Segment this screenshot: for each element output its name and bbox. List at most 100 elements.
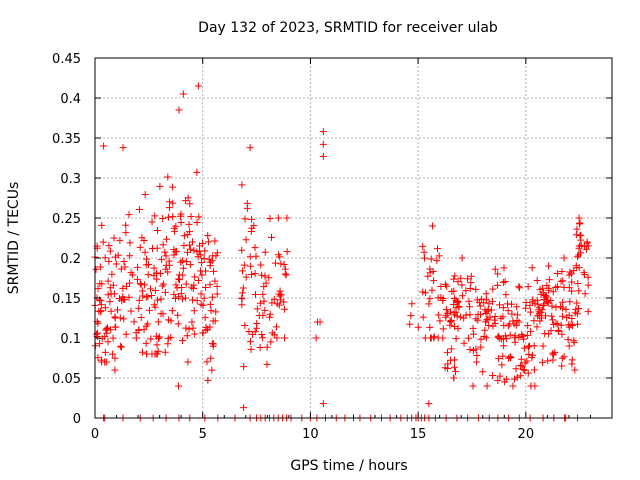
data-point (92, 265, 100, 273)
data-point (104, 277, 112, 285)
data-point (433, 257, 441, 265)
data-point (134, 263, 142, 271)
data-point (540, 301, 548, 309)
data-point (447, 345, 455, 353)
data-point (120, 258, 128, 266)
data-point (283, 214, 291, 222)
data-point (316, 318, 324, 326)
data-point (573, 225, 581, 233)
data-point (577, 249, 585, 257)
data-point (186, 200, 194, 208)
data-point (559, 298, 567, 306)
data-point (200, 294, 208, 302)
data-point (499, 352, 507, 360)
data-point (454, 298, 462, 305)
data-point (519, 366, 527, 374)
data-point (190, 281, 198, 289)
data-point (484, 315, 492, 323)
data-point (430, 333, 438, 341)
data-point (210, 267, 218, 275)
data-point (584, 273, 592, 281)
data-point (111, 354, 119, 362)
data-point (472, 345, 480, 353)
data-point (535, 311, 543, 319)
data-point (281, 334, 289, 342)
data-point (511, 375, 519, 383)
data-point (498, 361, 506, 369)
data-point (110, 290, 118, 298)
data-point (280, 305, 288, 313)
data-point (494, 333, 502, 341)
data-point (121, 296, 129, 304)
data-point (159, 241, 167, 249)
data-point (96, 340, 104, 348)
data-point (533, 312, 541, 320)
data-point (105, 257, 113, 265)
data-point (165, 261, 173, 269)
data-point (454, 278, 462, 286)
data-point (179, 90, 187, 98)
data-point (203, 358, 211, 366)
data-point (246, 144, 254, 152)
data-points (91, 82, 592, 422)
data-point (259, 290, 267, 298)
data-point (281, 265, 289, 273)
data-point (106, 284, 114, 292)
data-point (557, 277, 565, 285)
data-point (147, 335, 155, 343)
data-point (176, 276, 184, 284)
data-point (450, 323, 458, 331)
data-point (145, 306, 153, 314)
grid (95, 58, 612, 418)
data-point (539, 284, 547, 292)
data-point (121, 263, 129, 271)
data-point (194, 253, 202, 261)
data-point (533, 323, 541, 331)
data-point (472, 285, 480, 293)
data-point (213, 290, 221, 298)
data-point (430, 277, 438, 285)
data-point (581, 271, 589, 279)
data-point (104, 338, 112, 346)
data-point (513, 303, 521, 311)
data-point (267, 338, 275, 346)
data-point (129, 271, 137, 279)
data-point (421, 254, 428, 262)
data-point (243, 199, 251, 207)
plot-frame (94, 57, 613, 419)
data-point (260, 297, 268, 305)
data-point (558, 330, 566, 338)
y-tick-label: 0 (73, 412, 81, 427)
data-point (117, 265, 125, 273)
data-point (194, 276, 202, 284)
data-point (491, 316, 499, 324)
data-point (501, 277, 509, 285)
data-point (245, 328, 253, 336)
data-point (93, 330, 101, 338)
data-point (180, 242, 188, 250)
data-point (439, 334, 447, 342)
data-point (428, 222, 436, 230)
data-point (528, 264, 536, 272)
data-point (560, 353, 568, 361)
data-point (441, 280, 449, 288)
data-point (542, 312, 550, 320)
data-point (179, 264, 187, 272)
data-point (101, 348, 109, 356)
data-point (452, 368, 460, 376)
data-point (451, 272, 459, 280)
data-point (126, 252, 134, 260)
data-point (122, 221, 130, 229)
data-point (434, 311, 442, 319)
data-point (177, 258, 185, 266)
y-tick-label: 0.25 (52, 212, 81, 227)
data-point (467, 272, 475, 280)
data-point (496, 372, 504, 380)
data-point (547, 327, 555, 335)
y-tick-label: 0.15 (52, 292, 81, 307)
data-point (483, 307, 491, 315)
data-point (480, 332, 488, 340)
data-point (458, 254, 466, 262)
data-point (454, 324, 462, 332)
